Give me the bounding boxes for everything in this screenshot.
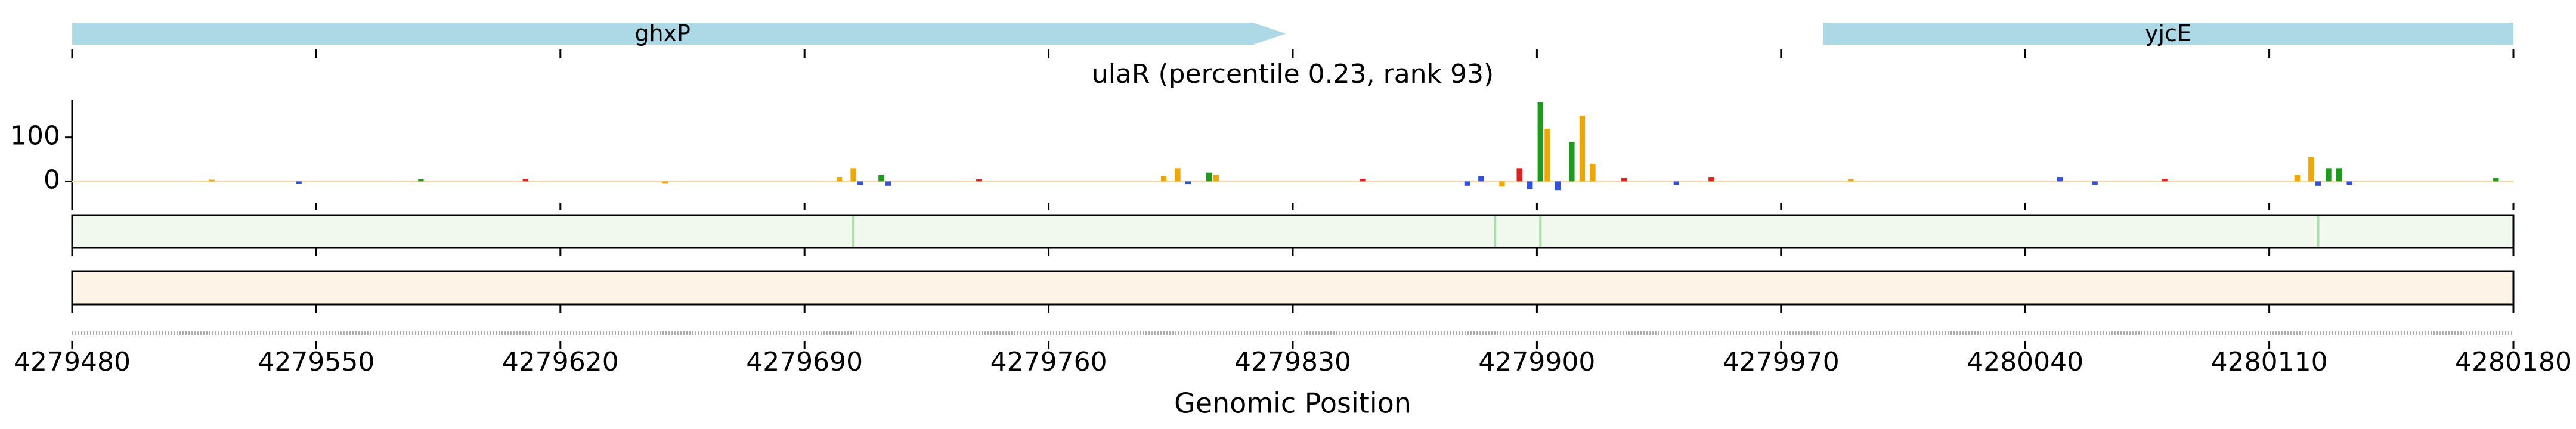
logo-letter: [522, 179, 528, 182]
logo-letter: [1708, 177, 1714, 182]
logo-letter: [2308, 157, 2314, 182]
logo-letter: [1206, 172, 1212, 182]
logo-letter: [2092, 181, 2098, 185]
logo-letter: [976, 179, 982, 182]
y-tick-label: 100: [10, 121, 60, 151]
logo-letter: [1213, 175, 1219, 182]
logo-letter: [878, 175, 884, 182]
logo-letter: [2346, 181, 2352, 185]
x-tick-label: 4279690: [746, 347, 863, 377]
gene: [1822, 23, 2513, 45]
logo-letter: [1537, 102, 1543, 182]
logo-letter: [1848, 179, 1854, 182]
x-axis-label: Genomic Position: [1174, 387, 1411, 419]
logo-letter: [1569, 142, 1575, 182]
logo-letter: [1464, 181, 1470, 186]
x-tick-label: 4280110: [2211, 347, 2328, 377]
gene: [72, 23, 1286, 45]
logo-letter: [2294, 175, 2301, 182]
logo-letter: [1360, 179, 1366, 182]
x-tick-label: 4279970: [1723, 347, 1840, 377]
logo-letter: [2162, 179, 2168, 182]
logo-letter: [1516, 168, 1522, 182]
track-2: [71, 270, 2515, 306]
logo-letter: [857, 181, 863, 185]
logo-letter: [1555, 181, 1561, 191]
track-1: [71, 214, 2515, 249]
x-tick-label: 4280180: [2455, 347, 2572, 377]
x-tick-label: 4280040: [1967, 347, 2083, 377]
logo-letter: [1160, 176, 1167, 182]
logo-letter: [2326, 168, 2332, 182]
x-tick-label: 4279620: [502, 347, 619, 377]
logo-letter: [296, 181, 302, 184]
logo-letter: [1185, 181, 1191, 184]
logo-letter: [1527, 181, 1533, 189]
logo-letter: [662, 181, 668, 184]
x-tick-label: 4279550: [258, 347, 374, 377]
logo-letter: [2057, 177, 2063, 182]
logo-letter: [209, 179, 215, 182]
gene-label: yjcE: [2145, 20, 2191, 46]
logo-letter: [418, 179, 424, 182]
logo-letter: [1175, 168, 1181, 182]
logo-letter: [1590, 163, 1596, 182]
y-tick-label: 0: [44, 164, 60, 195]
logo-letter: [2493, 178, 2499, 182]
logo-letter: [1499, 181, 1505, 187]
chart-title: ulaR (percentile 0.23, rank 93): [1092, 59, 1494, 89]
logo-letter: [1544, 128, 1550, 182]
logo-letter: [885, 181, 891, 186]
logo-letter: [2315, 181, 2321, 186]
logo-letter: [2336, 168, 2342, 182]
gene-label: ghxP: [634, 20, 691, 46]
logo-letter: [837, 177, 843, 182]
logo-letter: [850, 168, 856, 182]
x-tick-label: 4279900: [1478, 347, 1595, 377]
x-tick-label: 4279760: [990, 347, 1107, 377]
logo-letter: [1579, 115, 1586, 182]
logo-letter: [1673, 181, 1680, 185]
x-tick-label: 4279480: [14, 347, 131, 377]
logo-letter: [1478, 176, 1484, 182]
logo-letter: [1621, 178, 1627, 182]
x-tick-label: 4279830: [1234, 347, 1351, 377]
